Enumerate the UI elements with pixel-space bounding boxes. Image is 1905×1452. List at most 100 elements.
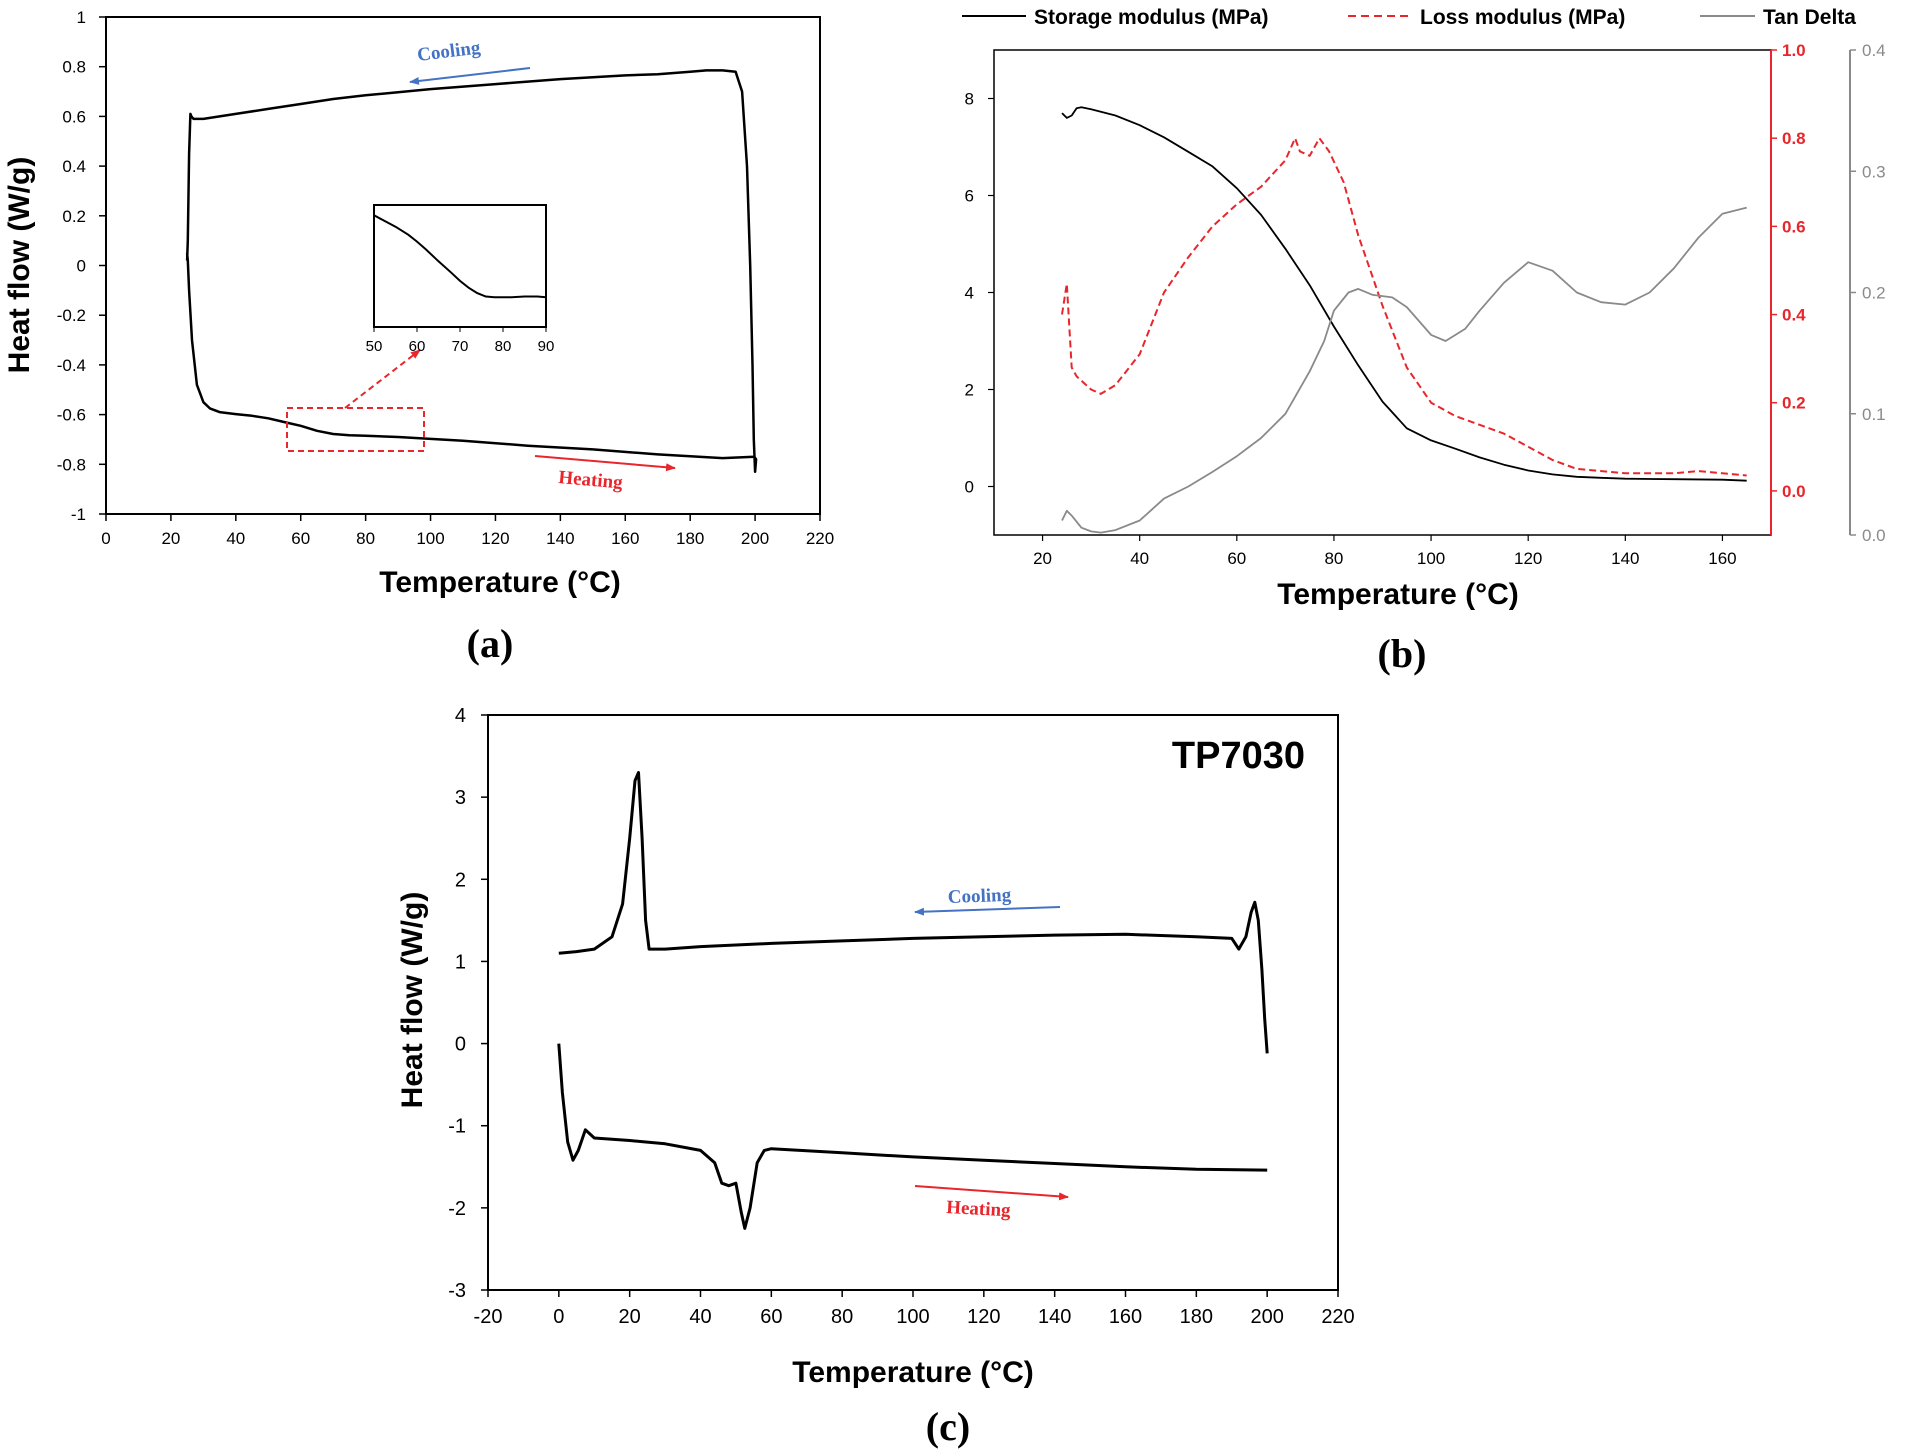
x-tick-label-c: 140 bbox=[1038, 1306, 1071, 1328]
y-tick-label-gray-b: 0.3 bbox=[1862, 162, 1886, 181]
y-tick-label-a: 1 bbox=[77, 8, 86, 27]
x-tick-label-a: 80 bbox=[356, 529, 375, 548]
y-tick-label-c: -2 bbox=[448, 1198, 466, 1220]
x-axis-title-b: Temperature (°C) bbox=[1277, 578, 1518, 611]
inset-heating-curve bbox=[373, 214, 547, 299]
y-tick-label-gray-b: 0.4 bbox=[1862, 41, 1886, 60]
y-ticks-left-b: 0 2 4 6 8 bbox=[965, 90, 994, 497]
plot-area-b bbox=[993, 49, 1772, 536]
y-tick-label-c: 4 bbox=[455, 705, 466, 727]
y-tick-label-left-b: 8 bbox=[965, 90, 974, 109]
cooling-curve-c bbox=[558, 771, 1269, 1054]
legend-label-tandelta: Tan Delta bbox=[1763, 6, 1856, 29]
heating-arrow-c bbox=[914, 1185, 1069, 1201]
y-tick-label-red-b: 0.4 bbox=[1782, 306, 1806, 325]
x-tick-label-a: 220 bbox=[806, 529, 834, 548]
inset-plot: 50 60 70 80 90 bbox=[366, 204, 555, 355]
y-tick-label-left-b: 2 bbox=[965, 381, 974, 400]
legend-label-loss: Loss modulus (MPa) bbox=[1420, 6, 1625, 29]
y-tick-label-left-b: 6 bbox=[965, 187, 974, 206]
inset-x-tick-label: 50 bbox=[366, 338, 383, 355]
x-tick-label-c: 220 bbox=[1321, 1306, 1354, 1328]
cooling-arrow-a bbox=[409, 67, 531, 85]
x-axis-title-c: Temperature (°C) bbox=[792, 1356, 1033, 1389]
heating-label-c: Heating bbox=[946, 1197, 1012, 1221]
panel-label-b: (b) bbox=[1378, 631, 1427, 676]
y-tick-label-a: 0.2 bbox=[62, 207, 86, 226]
y-tick-label-gray-b: 0.0 bbox=[1862, 526, 1886, 545]
loss-modulus-line bbox=[1061, 137, 1747, 477]
inset-x-tick-label: 90 bbox=[538, 338, 555, 355]
y-tick-label-gray-b: 0.1 bbox=[1862, 405, 1886, 424]
x-tick-label-a: 0 bbox=[101, 529, 110, 548]
x-tick-label-a: 160 bbox=[611, 529, 639, 548]
y-ticks-a: -1 -0.8 -0.6 -0.4 -0.2 0 0.2 0.4 0.6 0.8 1 bbox=[57, 8, 106, 524]
x-ticks-b: 20 40 60 80 100 120 140 160 bbox=[1033, 535, 1737, 568]
inset-x-ticks: 50 60 70 80 90 bbox=[366, 327, 555, 355]
x-tick-label-c: 200 bbox=[1250, 1306, 1283, 1328]
x-tick-label-b: 100 bbox=[1417, 549, 1445, 568]
y-tick-label-red-b: 1.0 bbox=[1782, 41, 1806, 60]
cooling-arrow-c bbox=[914, 906, 1061, 916]
y-tick-label-c: 2 bbox=[455, 869, 466, 891]
panel-label-c: (c) bbox=[926, 1404, 970, 1449]
x-tick-label-b: 160 bbox=[1708, 549, 1736, 568]
y-tick-label-a: 0.8 bbox=[62, 58, 86, 77]
legend-label-storage: Storage modulus (MPa) bbox=[1034, 6, 1269, 29]
x-tick-label-a: 60 bbox=[291, 529, 310, 548]
x-ticks-c: -20 0 20 40 60 80 100 120 140 160 180 200 220 bbox=[474, 1290, 1355, 1328]
x-tick-label-b: 80 bbox=[1324, 549, 1343, 568]
y-tick-label-red-b: 0.0 bbox=[1782, 482, 1806, 501]
y-tick-label-c: 3 bbox=[455, 787, 466, 809]
x-tick-label-c: 100 bbox=[896, 1306, 929, 1328]
zoom-region-box bbox=[286, 407, 425, 452]
curves-c bbox=[557, 771, 1269, 1230]
storage-modulus-line bbox=[1061, 106, 1747, 482]
panel-label-a: (a) bbox=[467, 621, 514, 666]
curves-b bbox=[1061, 106, 1747, 534]
heating-label-a: Heating bbox=[558, 467, 624, 494]
x-tick-label-b: 140 bbox=[1611, 549, 1639, 568]
y-ticks-red-b: 0.0 0.2 0.4 0.6 0.8 1.0 bbox=[1771, 41, 1806, 501]
tan-delta-line bbox=[1061, 206, 1747, 534]
x-tick-label-c: 60 bbox=[760, 1306, 782, 1328]
x-tick-label-a: 180 bbox=[676, 529, 704, 548]
y-tick-label-left-b: 0 bbox=[965, 478, 974, 497]
y-ticks-c: -3 -2 -1 0 1 2 3 4 bbox=[448, 705, 488, 1302]
x-tick-label-c: 160 bbox=[1109, 1306, 1142, 1328]
x-tick-label-c: 40 bbox=[689, 1306, 711, 1328]
inset-x-tick-label: 70 bbox=[452, 338, 469, 355]
y-tick-label-a: -0.6 bbox=[57, 406, 86, 425]
x-tick-label-c: 80 bbox=[831, 1306, 853, 1328]
legend-b: Storage modulus (MPa) Loss modulus (MPa)… bbox=[962, 6, 1856, 29]
y-axis-title-c: Heat flow (W/g) bbox=[396, 892, 429, 1109]
plot-area-c bbox=[487, 714, 1339, 1291]
y-tick-label-a: -0.2 bbox=[57, 306, 86, 325]
chart-a: 0 20 40 60 80 100 120 140 160 180 200 220 -1-0.8-0.… bbox=[3, 8, 834, 666]
x-tick-label-c: 20 bbox=[619, 1306, 641, 1328]
x-tick-label-a: 40 bbox=[226, 529, 245, 548]
chart-c: -20 0 20 40 60 80 100 120 140 160 180 200 220 -3-2-1… bbox=[396, 705, 1355, 1449]
x-axis-title-a: Temperature (°C) bbox=[379, 566, 620, 599]
inset-x-tick-label: 80 bbox=[495, 338, 512, 355]
x-tick-label-a: 120 bbox=[481, 529, 509, 548]
y-tick-label-red-b: 0.2 bbox=[1782, 394, 1806, 413]
chart-title-c: TP7030 bbox=[1172, 735, 1305, 777]
y-tick-label-red-b: 0.8 bbox=[1782, 129, 1806, 148]
inset-x-tick-label: 60 bbox=[409, 338, 426, 355]
x-tick-label-a: 20 bbox=[161, 529, 180, 548]
x-tick-label-a: 200 bbox=[741, 529, 769, 548]
dsc-loop-curve bbox=[185, 69, 758, 474]
y-axis-title-a: Heat flow (W/g) bbox=[3, 157, 36, 374]
x-tick-label-c: 180 bbox=[1180, 1306, 1213, 1328]
x-tick-label-c: -20 bbox=[474, 1306, 503, 1328]
heating-curve-c bbox=[557, 1043, 1268, 1230]
y-tick-label-a: -0.8 bbox=[57, 455, 86, 474]
y-tick-label-a: -1 bbox=[71, 505, 86, 524]
x-tick-label-a: 140 bbox=[546, 529, 574, 548]
inset-frame bbox=[373, 204, 547, 328]
y-tick-label-a: 0 bbox=[77, 257, 86, 276]
zoom-arrow bbox=[344, 349, 421, 409]
x-tick-label-b: 120 bbox=[1514, 549, 1542, 568]
